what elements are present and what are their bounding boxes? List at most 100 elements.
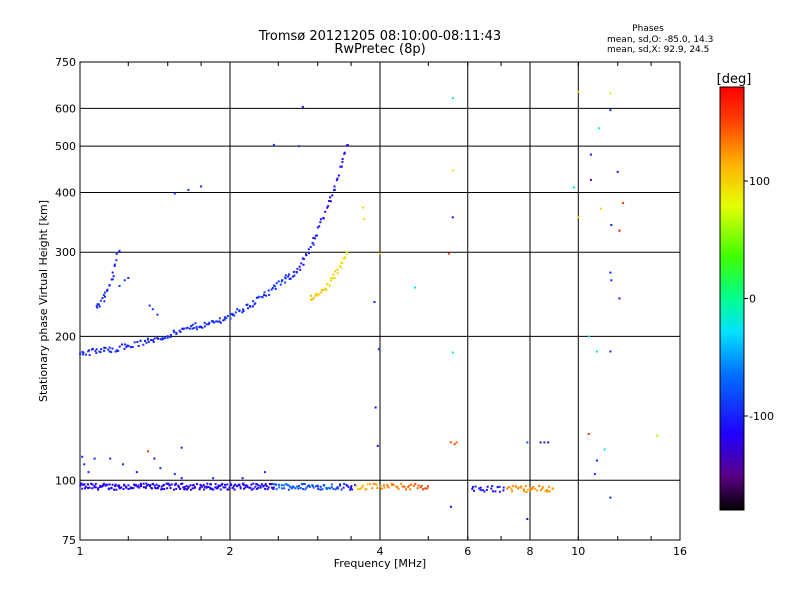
data-point (306, 485, 309, 488)
data-point (108, 483, 111, 486)
data-point (379, 252, 381, 255)
data-point (195, 325, 198, 328)
y-axis-label: Stationary phase Virtual Height [km] (37, 200, 50, 402)
data-point (609, 350, 612, 353)
data-point (318, 225, 321, 228)
data-point (187, 487, 190, 489)
data-point (527, 488, 529, 491)
data-point (340, 488, 343, 491)
data-point (205, 486, 208, 489)
data-point (203, 325, 206, 328)
data-point (335, 179, 338, 182)
data-point (296, 485, 299, 488)
data-point (502, 486, 505, 489)
x-axis-label: Frequency [MHz] (334, 557, 426, 570)
y-tick-label: 400 (55, 186, 76, 199)
data-point (217, 484, 220, 487)
data-point (285, 483, 288, 485)
data-point (211, 320, 214, 322)
data-point (390, 482, 393, 485)
data-point (98, 305, 101, 308)
data-point (145, 486, 147, 489)
data-point (265, 294, 267, 297)
data-point (118, 285, 121, 287)
data-point (539, 489, 542, 492)
data-point (195, 328, 198, 331)
x-tick-label: 10 (571, 545, 585, 558)
data-point (108, 488, 111, 491)
data-point (317, 293, 320, 296)
data-point (255, 483, 258, 486)
data-point (331, 277, 334, 280)
data-point (230, 483, 233, 486)
data-point (380, 487, 383, 490)
data-point (520, 486, 523, 489)
data-point (215, 320, 218, 323)
data-point (593, 473, 596, 476)
data-point (548, 485, 551, 488)
data-point (120, 486, 123, 489)
data-point (343, 152, 346, 155)
data-point (408, 484, 411, 487)
data-point (218, 317, 221, 320)
x-tick-label: 8 (527, 545, 534, 558)
data-point (544, 490, 547, 493)
data-point (206, 482, 209, 485)
data-point (531, 487, 534, 490)
data-point (91, 483, 94, 486)
data-point (284, 274, 287, 277)
data-point (332, 487, 335, 490)
data-point (286, 484, 289, 487)
data-point (270, 486, 273, 489)
axis-ticks: 75 100 200 300 400 500 600 750 1 2 4 6 8 10 16 (55, 56, 687, 558)
data-point (486, 485, 489, 488)
data-point (292, 275, 295, 278)
data-point (96, 306, 99, 309)
data-point (147, 340, 150, 343)
data-point (362, 484, 364, 487)
data-point (362, 206, 365, 209)
data-point (212, 488, 215, 491)
data-point (330, 483, 333, 486)
data-point (127, 277, 130, 279)
data-point (191, 327, 194, 330)
data-point (259, 484, 262, 487)
data-point (348, 488, 351, 491)
data-point (290, 487, 293, 489)
data-point (99, 299, 102, 302)
data-point (288, 273, 290, 276)
data-point (375, 483, 378, 486)
data-point (129, 346, 132, 349)
data-point (175, 331, 178, 334)
data-point (242, 484, 245, 487)
data-point (147, 450, 150, 453)
y-tick-label: 600 (55, 102, 76, 115)
y-tick-label: 300 (55, 246, 76, 259)
data-point (234, 311, 237, 314)
data-point (242, 482, 245, 485)
data-point (289, 277, 292, 280)
data-point (245, 484, 247, 487)
data-point (249, 486, 252, 489)
data-point (451, 351, 454, 354)
data-point (207, 323, 210, 326)
stats-heading: Phases (632, 24, 664, 34)
data-point (401, 485, 404, 488)
data-point (135, 471, 138, 474)
data-point (339, 165, 342, 168)
data-point (224, 486, 227, 489)
data-point (424, 487, 427, 490)
data-point (110, 486, 113, 489)
data-point (226, 315, 229, 317)
data-point (79, 352, 82, 355)
data-point (346, 251, 349, 254)
data-point (142, 482, 145, 485)
data-point (526, 441, 529, 444)
data-point (214, 486, 217, 489)
data-point (305, 486, 308, 489)
data-point (102, 293, 105, 296)
data-point (589, 178, 592, 181)
data-point (337, 487, 339, 490)
data-point (252, 487, 255, 490)
data-point (213, 321, 216, 324)
